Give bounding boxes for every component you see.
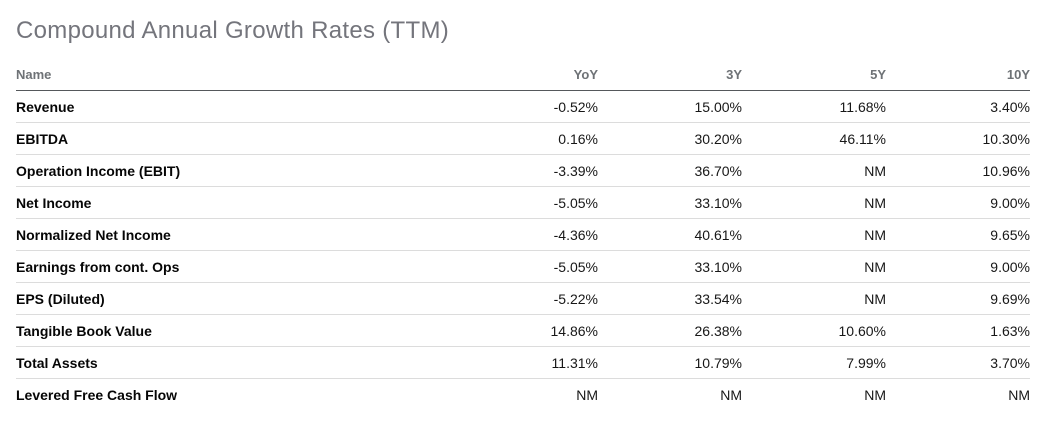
row-label: EPS (Diluted) bbox=[16, 282, 454, 315]
cell-3y: 33.54% bbox=[598, 282, 742, 315]
column-header-5y: 5Y bbox=[742, 61, 886, 91]
table-row-ebitda: EBITDA 0.16% 30.20% 46.11% 10.30% bbox=[16, 122, 1030, 155]
table-row-revenue: Revenue -0.52% 15.00% 11.68% 3.40% bbox=[16, 90, 1030, 123]
cell-5y: NM bbox=[742, 154, 886, 187]
cell-5y: NM bbox=[742, 186, 886, 219]
table-row-operation-income-ebit: Operation Income (EBIT) -3.39% 36.70% NM… bbox=[16, 154, 1030, 187]
cell-10y: NM bbox=[1008, 386, 1030, 403]
row-label: Normalized Net Income bbox=[16, 218, 454, 251]
cell-10y: 10.96% bbox=[886, 154, 1030, 187]
header-row: Name YoY 3Y 5Y 10Y bbox=[16, 61, 1030, 91]
row-label: Levered Free Cash Flow bbox=[16, 386, 178, 403]
row-label: Tangible Book Value bbox=[16, 314, 454, 347]
row-label: Total Assets bbox=[16, 346, 454, 379]
column-header-yoy: YoY bbox=[454, 61, 598, 91]
cell-3y: 33.10% bbox=[598, 250, 742, 283]
cell-3y: 40.61% bbox=[598, 218, 742, 251]
cell-3y: 36.70% bbox=[598, 154, 742, 187]
cell-10y: 1.63% bbox=[886, 314, 1030, 347]
cell-3y: 26.38% bbox=[598, 314, 742, 347]
cell-3y: 10.79% bbox=[598, 346, 742, 379]
row-label: Earnings from cont. Ops bbox=[16, 250, 454, 283]
cell-10y: 9.69% bbox=[886, 282, 1030, 315]
table-row-eps-diluted: EPS (Diluted) -5.22% 33.54% NM 9.69% bbox=[16, 282, 1030, 315]
table-row-normalized-net-income: Normalized Net Income -4.36% 40.61% NM 9… bbox=[16, 218, 1030, 251]
cell-yoy: -5.05% bbox=[454, 250, 598, 283]
cagr-table: Name YoY 3Y 5Y 10Y Revenue -0.52% 15.00%… bbox=[16, 61, 1030, 410]
cell-5y: 11.68% bbox=[742, 90, 886, 123]
cell-10y: 9.65% bbox=[886, 218, 1030, 251]
cell-10y: 10.30% bbox=[886, 122, 1030, 155]
cell-yoy: -3.39% bbox=[454, 154, 598, 187]
cagr-section: Compound Annual Growth Rates (TTM) Name … bbox=[16, 17, 1030, 410]
cell-3y: 33.10% bbox=[598, 186, 742, 219]
cell-yoy: NM bbox=[576, 386, 598, 403]
cell-yoy: -5.05% bbox=[454, 186, 598, 219]
cell-yoy: 0.16% bbox=[454, 122, 598, 155]
column-header-10y: 10Y bbox=[886, 61, 1030, 91]
column-header-3y: 3Y bbox=[598, 61, 742, 91]
table-row-levered-free-cash-flow: Levered Free Cash Flow NM NM NM NM bbox=[16, 379, 1030, 411]
cell-5y: NM bbox=[742, 250, 886, 283]
cell-5y: 7.99% bbox=[742, 346, 886, 379]
cell-3y: 15.00% bbox=[598, 90, 742, 123]
cell-5y: NM bbox=[742, 282, 886, 315]
table-row-earnings-from-cont-ops: Earnings from cont. Ops -5.05% 33.10% NM… bbox=[16, 250, 1030, 283]
cell-3y: NM bbox=[720, 386, 742, 403]
column-header-name: Name bbox=[16, 61, 454, 91]
row-label: Net Income bbox=[16, 186, 454, 219]
row-label: Operation Income (EBIT) bbox=[16, 154, 454, 187]
cell-yoy: -0.52% bbox=[454, 90, 598, 123]
cell-5y: 10.60% bbox=[742, 314, 886, 347]
table-row-net-income: Net Income -5.05% 33.10% NM 9.00% bbox=[16, 186, 1030, 219]
cell-10y: 3.70% bbox=[886, 346, 1030, 379]
row-label: EBITDA bbox=[16, 122, 454, 155]
table-row-tangible-book-value: Tangible Book Value 14.86% 26.38% 10.60%… bbox=[16, 314, 1030, 347]
cell-5y: NM bbox=[742, 218, 886, 251]
row-label: Revenue bbox=[16, 90, 454, 123]
cell-yoy: -5.22% bbox=[454, 282, 598, 315]
table-row-total-assets: Total Assets 11.31% 10.79% 7.99% 3.70% bbox=[16, 346, 1030, 379]
cell-3y: 30.20% bbox=[598, 122, 742, 155]
section-title: Compound Annual Growth Rates (TTM) bbox=[16, 17, 450, 44]
cell-10y: 9.00% bbox=[886, 250, 1030, 283]
cell-5y: 46.11% bbox=[742, 122, 886, 155]
cell-yoy: 11.31% bbox=[454, 346, 598, 379]
cell-5y: NM bbox=[864, 386, 886, 403]
cell-10y: 9.00% bbox=[886, 186, 1030, 219]
cell-10y: 3.40% bbox=[886, 90, 1030, 123]
cell-yoy: 14.86% bbox=[454, 314, 598, 347]
cell-yoy: -4.36% bbox=[454, 218, 598, 251]
